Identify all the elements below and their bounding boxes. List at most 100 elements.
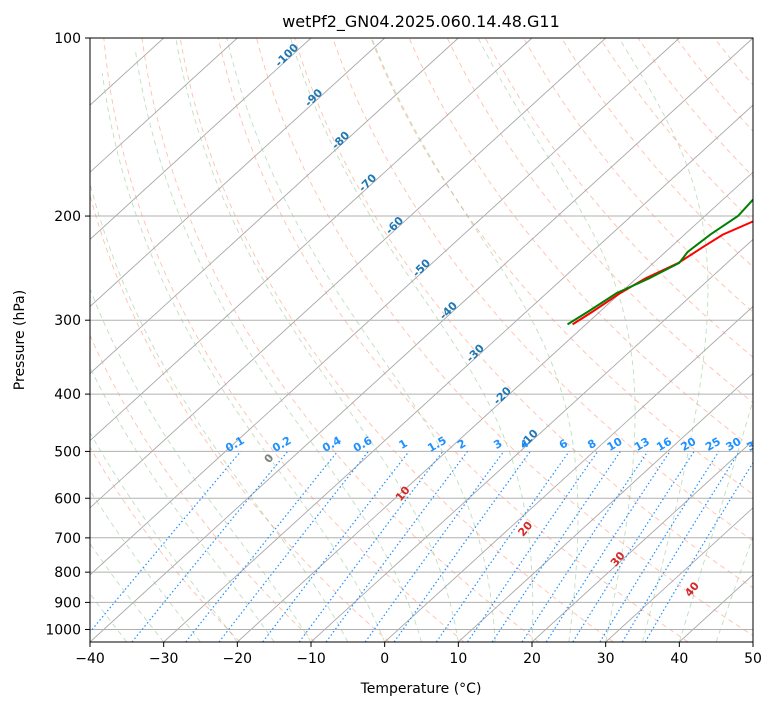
y-tick-label: 100 bbox=[54, 31, 81, 47]
dry-adiabat bbox=[446, 38, 753, 404]
mixing-ratio-line bbox=[621, 451, 740, 642]
plot-frame bbox=[89, 37, 754, 643]
moist-adiabat-label: 40 bbox=[682, 579, 702, 599]
mixing-ratio-label: 1 bbox=[397, 437, 410, 452]
mixing-ratio-label: 2 bbox=[455, 437, 468, 452]
mixing-ratio-line bbox=[599, 451, 720, 642]
moist-adiabat bbox=[371, 38, 579, 642]
moist-adiabat bbox=[477, 38, 636, 642]
dry-adiabat bbox=[523, 38, 753, 313]
moist-adiabat bbox=[90, 489, 201, 642]
x-tick-label: 10 bbox=[449, 651, 467, 667]
moist-adiabat bbox=[715, 535, 753, 642]
moist-adiabat bbox=[90, 181, 349, 642]
y-tick-label: 500 bbox=[54, 444, 81, 460]
y-tick-label: 1000 bbox=[45, 622, 81, 638]
mixing-ratio-line bbox=[131, 451, 289, 642]
dry-adiabat bbox=[294, 38, 753, 589]
x-tick-label: −40 bbox=[75, 651, 105, 667]
isotherm-label: -20 bbox=[491, 384, 514, 407]
dry-adiabat bbox=[256, 38, 753, 637]
x-tick-label: 50 bbox=[744, 651, 762, 667]
mixing-ratio-line bbox=[435, 451, 570, 642]
mixing-ratio-line bbox=[325, 451, 468, 642]
y-tick-label: 300 bbox=[54, 313, 81, 329]
isotherm-line bbox=[605, 507, 753, 642]
mixing-ratio-label: 3 bbox=[491, 437, 504, 452]
isotherm-label: -40 bbox=[437, 299, 460, 322]
dry-adiabat bbox=[561, 38, 753, 268]
dry-adiabat bbox=[637, 38, 753, 178]
x-axis-label: Temperature (°C) bbox=[360, 681, 482, 697]
dry-adiabat bbox=[103, 38, 465, 642]
moist-adiabat bbox=[90, 366, 275, 642]
mixing-ratio-label: 8 bbox=[585, 437, 598, 452]
mixing-ratio-line bbox=[545, 451, 671, 642]
x-tick-label: 0 bbox=[380, 651, 389, 667]
isotherm-line bbox=[90, 38, 607, 509]
mixing-ratio-line bbox=[466, 451, 599, 642]
dry-adiabat bbox=[332, 38, 753, 542]
isotherm-line bbox=[310, 238, 753, 642]
isotherm-line bbox=[90, 38, 753, 642]
mixing-ratio-line bbox=[644, 461, 753, 642]
dry-adiabat bbox=[675, 38, 753, 132]
dry-adiabat bbox=[599, 38, 753, 223]
dry-adiabat bbox=[217, 38, 689, 642]
moist-adiabat-label: 10 bbox=[393, 483, 413, 503]
isotherm-line bbox=[236, 171, 753, 642]
y-axis-label: Pressure (hPa) bbox=[12, 290, 28, 390]
mixing-ratio-line bbox=[521, 451, 649, 642]
isotherm-line bbox=[90, 38, 533, 442]
isotherm-label: -90 bbox=[302, 86, 325, 109]
dry-adiabat bbox=[179, 38, 614, 642]
x-tick-label: −20 bbox=[223, 651, 253, 667]
mixing-ratio-line bbox=[262, 451, 410, 642]
moist-adiabat-label: 30 bbox=[608, 549, 628, 569]
isotherm-line bbox=[90, 38, 312, 240]
moist-adiabat bbox=[134, 48, 422, 642]
isotherm-line bbox=[90, 38, 680, 576]
mixing-ratio-line bbox=[218, 451, 369, 642]
chart-title: wetPf2_GN04.2025.060.14.48.G11 bbox=[282, 12, 560, 32]
temperature-profile-line bbox=[572, 220, 753, 326]
moist-adiabat bbox=[90, 287, 312, 642]
isotherm-line bbox=[90, 38, 459, 375]
moist-adiabat bbox=[618, 38, 709, 642]
moist-adiabat bbox=[226, 38, 496, 642]
moist-adiabat bbox=[752, 640, 753, 642]
isotherm-line bbox=[384, 305, 753, 642]
dry-adiabat bbox=[370, 38, 753, 495]
dry-adiabat bbox=[408, 38, 753, 449]
y-tick-label: 400 bbox=[54, 387, 81, 403]
mixing-ratio-line bbox=[90, 451, 242, 633]
x-tick-label: −10 bbox=[296, 651, 326, 667]
mixing-ratio-label: 36 bbox=[744, 435, 764, 454]
mixing-ratio-line bbox=[298, 451, 444, 642]
mixing-ratio-line bbox=[491, 451, 621, 642]
dry-adiabat bbox=[752, 38, 753, 40]
mixing-ratio-line bbox=[393, 451, 531, 642]
isotherm-label: -80 bbox=[329, 129, 352, 152]
x-tick-label: 30 bbox=[597, 651, 615, 667]
mixing-ratio-line bbox=[572, 451, 695, 642]
moist-adiabat-label: 20 bbox=[516, 519, 536, 539]
dry-adiabat bbox=[485, 38, 753, 358]
dewpoint-profile-line bbox=[566, 198, 753, 326]
y-tick-label: 700 bbox=[54, 531, 81, 547]
dry-adiabat bbox=[714, 38, 753, 86]
dry-adiabat bbox=[90, 334, 316, 642]
moist-adiabat bbox=[90, 542, 165, 642]
moist-adiabat bbox=[175, 38, 459, 642]
isotherm-line bbox=[90, 38, 238, 173]
y-tick-label: 900 bbox=[54, 595, 81, 611]
dry-adiabat bbox=[90, 446, 241, 642]
mixing-ratio-line bbox=[364, 451, 505, 642]
isotherm-label: -70 bbox=[356, 171, 379, 194]
isotherm-line bbox=[752, 641, 753, 642]
isotherm-line bbox=[90, 38, 386, 308]
isotherm-label: -30 bbox=[464, 341, 487, 364]
mixing-ratio-line bbox=[185, 451, 339, 642]
isotherm-line bbox=[531, 440, 753, 642]
